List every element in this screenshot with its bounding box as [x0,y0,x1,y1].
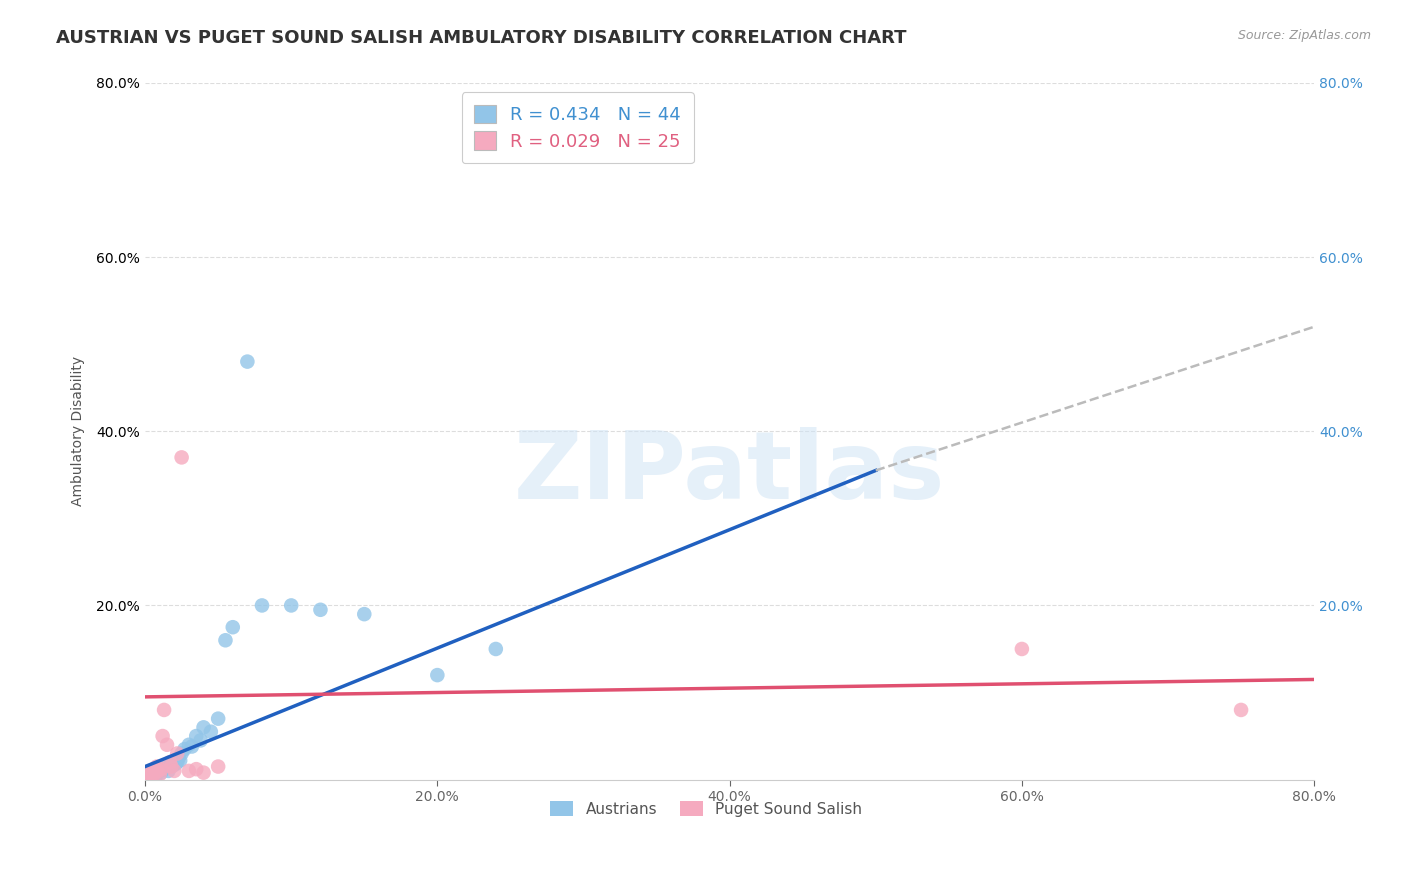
Point [173,742,195,756]
Point [160,755,183,769]
Point [138,769,160,783]
Point [485,642,508,657]
Point [152,760,174,774]
Point [236,354,259,368]
Point [207,759,229,773]
Point [166,755,188,769]
Point [135,770,157,784]
Point [353,607,375,622]
Point [150,762,173,776]
Point [157,764,180,778]
Point [207,712,229,726]
Point [149,767,172,781]
Point [148,762,170,776]
Point [165,756,187,771]
Point [141,770,163,784]
Point [163,764,186,778]
Point [170,747,193,761]
Point [146,764,169,778]
Y-axis label: Ambulatory Disability: Ambulatory Disability [72,356,86,507]
Point [135,765,157,780]
Point [153,703,176,717]
Point [426,668,449,682]
Point [280,599,302,613]
Point [1230,703,1253,717]
Legend: Austrians, Puget Sound Salish: Austrians, Puget Sound Salish [543,793,870,824]
Point [136,768,159,782]
Point [156,738,179,752]
Text: AUSTRIAN VS PUGET SOUND SALISH AMBULATORY DISABILITY CORRELATION CHART: AUSTRIAN VS PUGET SOUND SALISH AMBULATOR… [56,29,907,46]
Point [309,603,332,617]
Text: Source: ZipAtlas.com: Source: ZipAtlas.com [1237,29,1371,42]
Point [214,633,236,648]
Point [143,770,166,784]
Point [142,762,165,776]
Point [160,759,183,773]
Point [150,765,173,780]
Point [155,758,177,772]
Point [170,450,193,465]
Point [177,738,200,752]
Point [152,729,174,743]
Point [1011,642,1033,657]
Point [149,764,172,778]
Point [159,756,181,771]
Point [193,720,215,734]
Point [200,724,222,739]
Point [139,767,162,781]
Point [142,767,165,781]
Point [143,765,166,780]
Point [156,760,179,774]
Text: ZIPatlas: ZIPatlas [515,427,945,519]
Point [180,739,202,754]
Point [190,733,212,747]
Point [148,764,170,778]
Point [159,755,181,769]
Point [177,764,200,778]
Point [136,768,159,782]
Point [146,759,169,773]
Point [193,765,215,780]
Point [138,764,160,778]
Point [222,620,245,634]
Point [141,769,163,783]
Point [138,765,160,780]
Point [186,729,208,743]
Point [250,599,273,613]
Point [162,758,184,772]
Point [167,751,190,765]
Point [139,767,162,781]
Point [186,762,208,776]
Point [141,764,163,778]
Point [163,754,186,768]
Point [166,747,188,761]
Point [169,754,191,768]
Point [153,762,176,776]
